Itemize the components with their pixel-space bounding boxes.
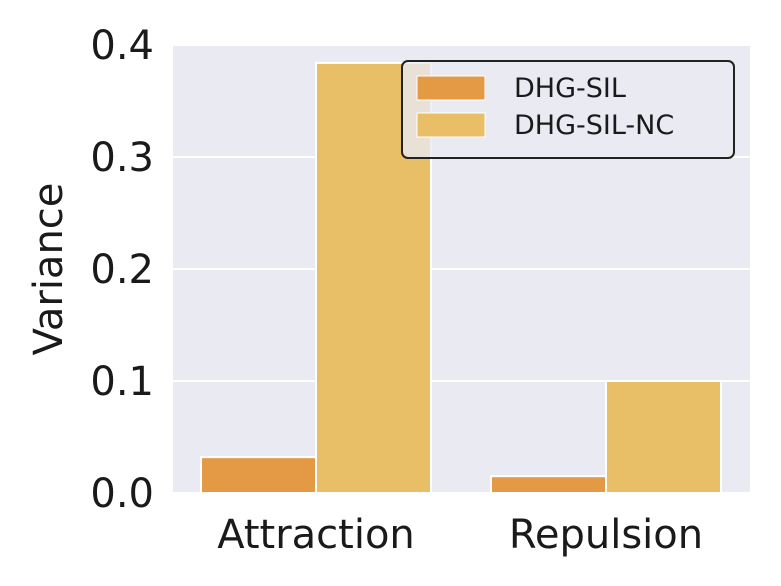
y-tick-label: 0.3 [90, 135, 154, 181]
y-tick-label: 0.2 [90, 247, 154, 293]
bar [490, 475, 607, 495]
y-tick-label: 0.4 [90, 23, 154, 69]
bar [605, 380, 722, 494]
legend-swatch [416, 75, 486, 101]
x-tick-label: Repulsion [509, 512, 703, 558]
legend-swatch [416, 112, 486, 138]
x-tick-labels: Attraction Repulsion [217, 512, 703, 558]
bars [200, 61, 722, 495]
y-tick-label: 0.0 [90, 471, 154, 517]
legend-label: DHG-SIL [514, 73, 626, 104]
y-tick-labels: 0.0 0.1 0.2 0.3 0.4 [90, 23, 154, 517]
y-axis-title: Variance [26, 183, 72, 356]
legend: DHG-SIL DHG-SIL-NC [401, 60, 735, 159]
y-tick-label: 0.1 [90, 359, 154, 405]
legend-label: DHG-SIL-NC [514, 110, 674, 141]
x-tick-label: Attraction [217, 512, 415, 558]
bar [200, 456, 317, 495]
